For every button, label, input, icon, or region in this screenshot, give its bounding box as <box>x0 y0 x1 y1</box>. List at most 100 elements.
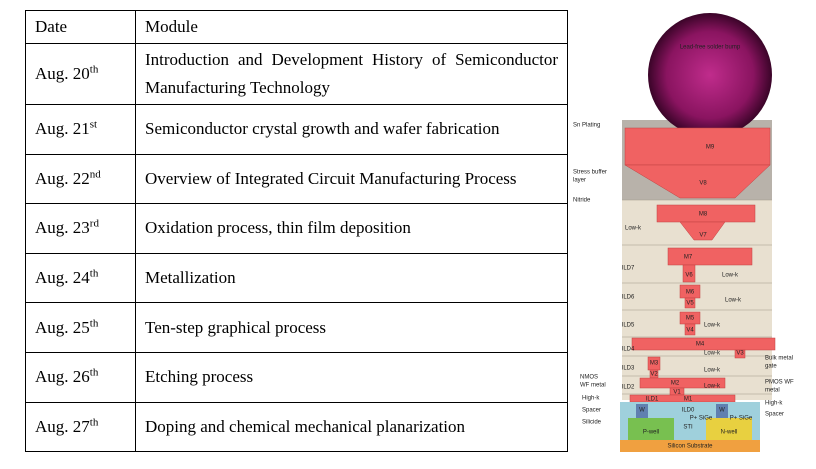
date-cell: Aug. 25th <box>25 302 136 353</box>
diagram-label: ILD3 <box>622 366 635 372</box>
date-cell: Aug. 26th <box>25 351 136 403</box>
diagram-label: M1 <box>684 397 693 403</box>
header-cell: Date <box>25 10 136 44</box>
diagram-label: PMOS WF <box>765 380 794 386</box>
diagram-label: V2 <box>650 372 658 378</box>
schedule-table: Date Module Aug. 20th Introduction and Dev… <box>25 10 568 453</box>
row: Aug. 25th Ten-step graphical process <box>25 302 568 353</box>
diagram-label: M4 <box>696 342 705 348</box>
diagram-label: Low-k <box>704 351 721 357</box>
diagram-label: WF metal <box>580 383 606 389</box>
date-suffix: nd <box>89 168 101 181</box>
diagram-label: NMOS <box>580 375 598 381</box>
diagram-label: Low-k <box>704 368 721 374</box>
interconnect <box>624 127 776 403</box>
diagram-label: Sn Plating <box>573 123 600 129</box>
diagram-label: M9 <box>706 145 715 151</box>
diagram-label: M6 <box>686 290 695 296</box>
module-cell: Ten-step graphical process <box>135 302 568 353</box>
diagram-label: M8 <box>699 212 708 218</box>
diagram-label: V4 <box>686 328 694 334</box>
diagram-label: ILD5 <box>622 323 635 329</box>
date: Aug. 21 <box>35 119 90 139</box>
diagram-label: P+ SiGe <box>690 416 713 422</box>
diagram-label: gate <box>765 364 777 370</box>
diagram-label: W <box>719 408 725 414</box>
diagram-label: Low-k <box>725 298 742 304</box>
diagram-label: Low-k <box>625 226 642 232</box>
diagram-label: layer <box>573 178 586 184</box>
row: Aug. 20th Introduction and Development Hi… <box>25 43 568 105</box>
module-cell: Doping and chemical mechanical planariza… <box>135 401 568 453</box>
diagram-label: ILD6 <box>622 295 635 301</box>
date-suffix: rd <box>89 217 99 230</box>
diagram-label: V1 <box>673 390 681 396</box>
diagram-label: W <box>639 408 645 414</box>
diagram-label: Nitride <box>573 198 591 204</box>
diagram-label: High-k <box>582 396 600 402</box>
date: Aug. 25 <box>35 317 90 337</box>
diagram-label: Low-k <box>704 323 721 329</box>
header-cell: Module <box>135 10 568 44</box>
gate <box>716 404 728 418</box>
diagram-label: Lead-free solder bump <box>680 45 741 51</box>
diagram-label: M7 <box>684 255 693 261</box>
diagram-label: V5 <box>686 301 694 307</box>
module-cell: Semiconductor crystal growth and wafer f… <box>135 104 568 155</box>
diagram-label: Bulk metal <box>765 356 793 362</box>
module-cell: Introduction and Development History of … <box>135 43 568 105</box>
diagram-label: P-well <box>643 430 659 436</box>
date: Aug. 23 <box>35 218 90 238</box>
n-well <box>706 418 752 440</box>
diagram-label: V8 <box>699 181 707 187</box>
row: Aug. 22nd Overview of Integrated Circuit … <box>25 153 568 205</box>
diagram-label: Stress buffer <box>573 170 607 176</box>
date-cell: Aug. 21st <box>25 104 136 155</box>
diagram-label: Spacer <box>582 408 601 414</box>
diagram-label: Low-k <box>704 384 721 390</box>
diagram-label: ILD2 <box>622 385 635 391</box>
layer-lines <box>622 199 772 395</box>
diagram-label: Silicon Substrate <box>667 444 713 450</box>
diagram-label: ILD0 <box>682 408 695 414</box>
diagram-label: V6 <box>685 273 693 279</box>
diagram-label: Silicide <box>582 420 602 426</box>
diagram-label: M3 <box>650 361 659 367</box>
diagram-label: M5 <box>686 316 695 322</box>
diagram-label: M2 <box>671 381 680 387</box>
date: Aug. 24 <box>35 268 90 288</box>
diagram-label: Low-k <box>722 273 739 279</box>
date: Aug. 27 <box>35 416 90 436</box>
solder-bump <box>648 13 772 137</box>
labels: Lead-free solder bump Sn Plating Stress bu… <box>573 45 794 450</box>
date-suffix: th <box>89 366 99 379</box>
date-cell: Aug. 24th <box>25 252 136 304</box>
p-well <box>628 418 674 440</box>
date-suffix: th <box>89 416 99 429</box>
diagram-label: Spacer <box>765 412 784 418</box>
substrate <box>620 440 760 452</box>
diagram-label: N-well <box>721 430 738 436</box>
row: Aug. 21st Semiconductor crystal growth an… <box>25 104 568 155</box>
date-suffix: th <box>89 317 99 330</box>
date-cell: Aug. 23rd <box>25 203 136 254</box>
date: Aug. 26 <box>35 367 90 387</box>
diagram-label: ILD4 <box>622 347 635 353</box>
date-suffix: th <box>89 267 99 280</box>
row: Aug. 23rd Oxidation process, thin film de… <box>25 203 568 254</box>
module-cell: Overview of Integrated Circuit Manufactu… <box>135 153 568 205</box>
date: Aug. 20 <box>35 64 90 83</box>
diagram-label: ILD7 <box>622 266 635 272</box>
diagram-label: STI <box>683 425 693 431</box>
diagram-label: metal <box>765 388 780 394</box>
module-cell: Oxidation process, thin film deposition <box>135 203 568 254</box>
diagram-label: V7 <box>699 233 707 239</box>
header-row: Date Module <box>25 10 568 44</box>
gate <box>636 404 648 418</box>
date-suffix: th <box>89 63 99 76</box>
diagram-label: ILD1 <box>646 397 659 403</box>
row: Aug. 27th Doping and chemical mechanical … <box>25 401 568 453</box>
date: Aug. 22 <box>35 168 90 188</box>
